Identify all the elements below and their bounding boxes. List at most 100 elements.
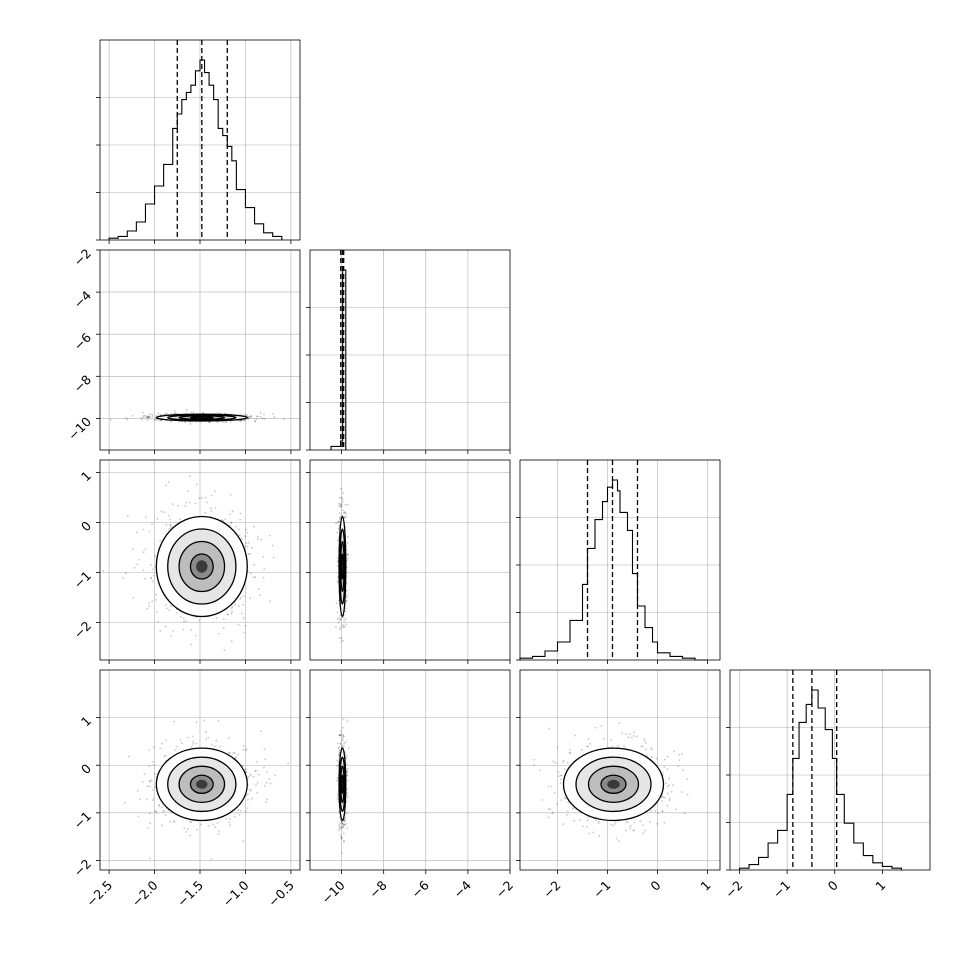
x-tick-label: −1.0 xyxy=(220,877,252,909)
scatter-point xyxy=(157,412,160,415)
scatter-point xyxy=(217,632,220,635)
y-tick-label: 0 xyxy=(78,761,94,777)
scatter-point xyxy=(156,418,159,421)
scatter-point xyxy=(610,823,612,826)
scatter-point xyxy=(345,763,348,766)
scatter-point xyxy=(614,821,617,824)
histogram-step xyxy=(330,269,347,450)
scatter-point xyxy=(235,756,237,759)
y-tick-label: 0 xyxy=(78,518,94,534)
y-tick-label: −1 xyxy=(70,568,94,592)
scatter-point xyxy=(242,744,245,747)
scatter-point xyxy=(258,773,260,776)
scatter-point xyxy=(146,827,149,830)
scatter-point xyxy=(341,514,344,517)
scatter-point xyxy=(122,576,125,579)
scatter-point xyxy=(338,521,340,524)
density-group xyxy=(124,719,290,860)
scatter-point xyxy=(262,576,265,579)
scatter-point xyxy=(665,782,667,785)
scatter-point xyxy=(255,770,257,772)
scatter-point xyxy=(628,733,631,735)
scatter-point xyxy=(250,789,252,792)
density-core xyxy=(196,779,208,789)
scatter-point xyxy=(344,816,346,819)
scatter-point xyxy=(264,758,267,761)
scatter-point xyxy=(155,419,158,421)
scatter-point xyxy=(150,576,152,579)
scatter-point xyxy=(251,797,254,800)
contour-line xyxy=(155,747,248,822)
scatter-point xyxy=(263,748,266,750)
scatter-point xyxy=(560,799,563,801)
contour-line xyxy=(155,515,248,618)
scatter-point xyxy=(184,421,187,424)
scatter-point xyxy=(347,557,349,560)
histogram-step xyxy=(738,689,902,870)
scatter-point xyxy=(642,832,645,835)
scatter-point xyxy=(204,511,207,514)
scatter-point xyxy=(342,824,345,827)
scatter-point xyxy=(618,722,621,725)
scatter-point xyxy=(341,624,344,626)
scatter-point xyxy=(340,505,342,508)
scatter-point xyxy=(190,629,193,631)
scatter-point xyxy=(151,600,154,603)
scatter-point xyxy=(271,544,274,547)
scatter-point xyxy=(668,777,670,780)
scatter-point xyxy=(581,825,584,828)
scatter-point xyxy=(126,515,129,518)
scatter-point xyxy=(145,416,148,419)
scatter-point xyxy=(566,810,569,813)
scatter-point xyxy=(185,408,188,411)
scatter-point xyxy=(190,643,193,646)
scatter-point xyxy=(215,617,218,619)
scatter-point xyxy=(554,762,557,764)
scatter-point xyxy=(597,821,600,823)
scatter-point xyxy=(339,626,342,629)
scatter-point xyxy=(341,826,344,829)
scatter-point xyxy=(126,418,129,421)
scatter-point xyxy=(148,764,151,767)
scatter-point xyxy=(661,810,664,813)
scatter-point xyxy=(643,737,646,740)
contour-line xyxy=(155,413,248,422)
y-tick-label: −6 xyxy=(70,330,94,354)
scatter-point xyxy=(233,815,236,818)
scatter-point xyxy=(190,411,193,414)
scatter-point xyxy=(259,411,262,414)
scatter-point xyxy=(336,794,339,797)
scatter-point xyxy=(168,515,170,517)
scatter-point xyxy=(342,734,345,737)
scatter-point xyxy=(142,528,145,531)
scatter-point xyxy=(347,553,350,556)
scatter-point xyxy=(133,566,136,569)
scatter-point xyxy=(216,421,219,424)
scatter-point xyxy=(678,759,681,762)
scatter-point xyxy=(238,534,241,536)
scatter-point xyxy=(340,487,343,490)
scatter-point xyxy=(672,784,674,786)
contour-line xyxy=(338,747,347,822)
scatter-point xyxy=(132,596,135,599)
scatter-point xyxy=(151,788,154,791)
scatter-point xyxy=(229,513,231,515)
scatter-point xyxy=(244,528,247,531)
scatter-point xyxy=(198,619,201,622)
scatter-point xyxy=(189,821,192,823)
scatter-point xyxy=(345,823,348,825)
scatter-point xyxy=(640,745,643,748)
scatter-point xyxy=(639,820,642,823)
scatter-point xyxy=(253,563,256,566)
scatter-point xyxy=(340,503,343,506)
scatter-point xyxy=(339,743,342,745)
scatter-point xyxy=(560,774,563,777)
scatter-point xyxy=(246,531,249,534)
scatter-point xyxy=(181,742,183,745)
scatter-point xyxy=(340,837,343,839)
scatter-point xyxy=(342,737,344,739)
scatter-point xyxy=(173,720,176,723)
contour-line xyxy=(178,765,226,804)
scatter-point xyxy=(247,415,250,418)
scatter-point xyxy=(666,755,669,758)
